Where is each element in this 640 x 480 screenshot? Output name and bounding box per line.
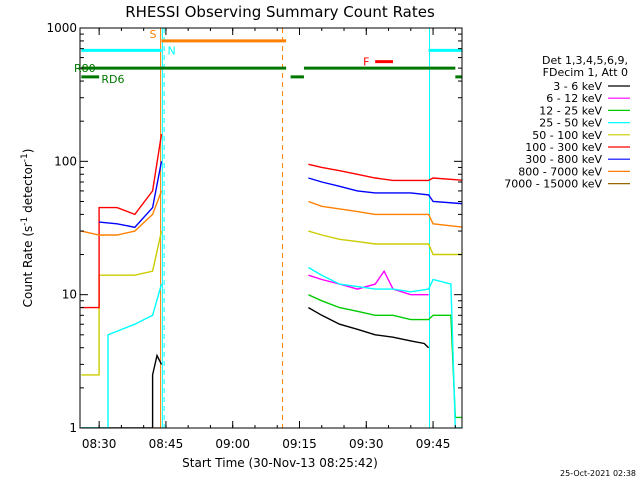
- y-axis: 1 10 100 1000: [46, 21, 462, 435]
- plot-frame: [79, 27, 463, 429]
- legend-label-2: 12 - 25 keV: [539, 104, 602, 117]
- flag-label-6: RD6: [101, 73, 124, 86]
- legend-label-7: 800 - 7000 keV: [518, 165, 602, 178]
- y-tick-label-0: 1: [69, 421, 77, 435]
- legend-header-1: FDecim 1, Att 0: [543, 66, 628, 79]
- legend-label-1: 6 - 12 keV: [546, 92, 602, 105]
- series-1-segment-0: [308, 269, 429, 296]
- x-tick-label-0: 08:30: [82, 437, 117, 451]
- x-tick-label-2: 09:00: [215, 437, 250, 451]
- legend: Det 1,3,4,5,6,9,FDecim 1, Att 03 - 6 keV…: [504, 54, 630, 191]
- flag-label-1: N: [167, 44, 175, 57]
- x-tick-label-4: 09:30: [349, 437, 384, 451]
- flag-label-4: R80: [74, 62, 96, 75]
- chart-title: RHESSI Observing Summary Count Rates: [125, 3, 435, 21]
- legend-header-0: Det 1,3,4,5,6,9,: [542, 54, 628, 67]
- series-0-segment-1: [308, 306, 430, 349]
- series-6-segment-1: [308, 177, 462, 205]
- x-tick-label-3: 09:15: [282, 437, 317, 451]
- y-axis-label: Count Rate (s-1 detector-1): [20, 149, 35, 308]
- x-tick-label-1: 08:45: [149, 437, 184, 451]
- y-tick-label-3: 1000: [46, 21, 77, 35]
- series-2-segment-0: [308, 294, 462, 419]
- series-3-segment-1: [308, 266, 462, 428]
- series-0-segment-0: [81, 353, 163, 428]
- series-6-segment-0: [99, 161, 163, 229]
- flag-label-3: F: [363, 56, 369, 69]
- y-tick-label-2: 100: [54, 154, 77, 168]
- timestamp: 25-Oct-2021 02:38: [560, 469, 636, 478]
- series-4-segment-0: [81, 230, 163, 376]
- x-axis-label: Start Time (30-Nov-13 08:25:42): [182, 456, 378, 470]
- legend-label-5: 100 - 300 keV: [525, 141, 602, 154]
- x-axis: 08:30 08:45 09:00 09:15 09:30 09:45: [82, 28, 456, 451]
- legend-label-4: 50 - 100 keV: [532, 129, 602, 142]
- x-tick-label-5: 09:45: [416, 437, 451, 451]
- series-5-segment-0: [81, 133, 163, 309]
- series-7-segment-0: [81, 190, 163, 236]
- series-5-segment-1: [308, 163, 462, 182]
- y-tick-label-1: 10: [62, 288, 77, 302]
- legend-label-8: 7000 - 15000 keV: [504, 178, 602, 191]
- series-3-segment-0: [81, 283, 163, 428]
- series-4-segment-1: [308, 230, 462, 256]
- series-7-segment-1: [308, 200, 462, 228]
- legend-label-3: 25 - 50 keV: [539, 117, 602, 130]
- flag-label-0: S: [149, 28, 156, 41]
- legend-label-0: 3 - 6 keV: [553, 80, 602, 93]
- legend-label-6: 300 - 800 keV: [525, 153, 602, 166]
